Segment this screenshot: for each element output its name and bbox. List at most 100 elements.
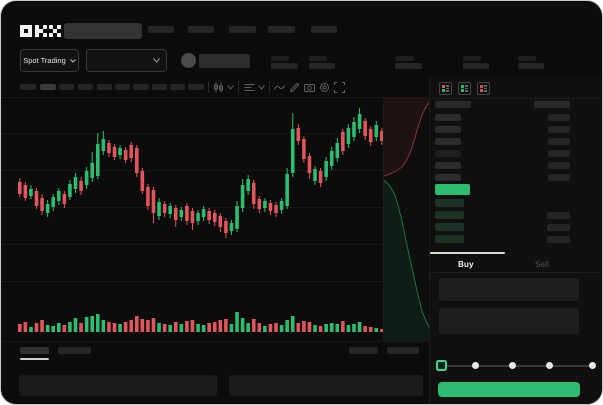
timeframe-button[interactable] bbox=[188, 84, 204, 90]
ask-price-placeholder[interactable] bbox=[435, 162, 461, 169]
ask-price-placeholder[interactable] bbox=[435, 174, 461, 181]
depth-svg bbox=[384, 97, 430, 341]
bottom-panel-left bbox=[19, 375, 217, 396]
gridline bbox=[1, 244, 383, 245]
slider-stop[interactable] bbox=[509, 362, 516, 369]
ticker-stat-label bbox=[463, 56, 481, 61]
bid-amount-placeholder bbox=[547, 236, 570, 243]
timeframe-button[interactable] bbox=[20, 84, 36, 90]
slider-stop[interactable] bbox=[472, 362, 479, 369]
gridline bbox=[1, 281, 383, 282]
orderbook-col-header-amount bbox=[534, 101, 570, 108]
amount-input[interactable] bbox=[439, 308, 579, 334]
timeframe-button[interactable] bbox=[59, 84, 74, 90]
toolbar-divider bbox=[208, 81, 209, 93]
depth-bids-line bbox=[384, 179, 430, 330]
bottom-section bbox=[1, 341, 429, 404]
chevron-down-icon[interactable] bbox=[227, 85, 234, 90]
nav-item[interactable] bbox=[229, 26, 256, 33]
ticker-stat-value bbox=[271, 63, 298, 69]
bid-price-placeholder[interactable] bbox=[435, 223, 464, 231]
tab-sell[interactable]: Sell bbox=[535, 260, 550, 269]
timeframe-button-active[interactable] bbox=[40, 84, 56, 90]
ask-amount-placeholder bbox=[548, 126, 570, 133]
ask-amount-placeholder bbox=[548, 162, 570, 169]
depth-asks-line bbox=[384, 100, 430, 177]
draw-icon[interactable] bbox=[289, 82, 300, 93]
buy-button[interactable] bbox=[438, 382, 580, 397]
search-input[interactable] bbox=[64, 23, 142, 39]
market-type-label: Spot Trading bbox=[23, 56, 66, 65]
slider-handle[interactable] bbox=[436, 360, 447, 371]
chevron-down-icon bbox=[153, 58, 160, 63]
timeframe-button[interactable] bbox=[152, 84, 167, 90]
book-bids-icon[interactable] bbox=[458, 82, 471, 95]
bottom-tab[interactable] bbox=[58, 347, 91, 354]
depth-asks-fill bbox=[384, 97, 430, 176]
bottom-panel-right bbox=[229, 375, 423, 396]
tab-buy[interactable]: Buy bbox=[458, 260, 474, 269]
ticker-stat-value bbox=[395, 63, 422, 69]
ask-amount-placeholder bbox=[548, 174, 570, 181]
okx-logo bbox=[20, 25, 61, 37]
bottom-action-placeholder[interactable] bbox=[387, 347, 419, 354]
fullscreen-icon[interactable] bbox=[334, 82, 345, 93]
chart-area[interactable] bbox=[1, 98, 383, 339]
line-tool-icon[interactable] bbox=[274, 84, 285, 91]
gridline bbox=[1, 133, 383, 134]
logo-text: OKX bbox=[1, 1, 2, 2]
market-type-selector[interactable]: Spot Trading bbox=[20, 49, 79, 72]
timeframe-button[interactable] bbox=[78, 84, 93, 90]
right-panel: Buy Sell bbox=[429, 77, 602, 404]
orderbook-col-header-price bbox=[435, 101, 471, 108]
ask-price-placeholder[interactable] bbox=[435, 114, 461, 121]
slider-track[interactable] bbox=[439, 365, 593, 367]
pair-selector-dropdown[interactable] bbox=[86, 49, 167, 72]
toolbar-divider bbox=[238, 81, 239, 93]
book-asks-icon[interactable] bbox=[477, 82, 490, 95]
nav-item[interactable] bbox=[268, 26, 295, 33]
bid-price-placeholder[interactable] bbox=[435, 199, 464, 207]
instrument-bar: Spot Trading bbox=[1, 46, 602, 77]
chevron-down-icon[interactable] bbox=[258, 85, 265, 90]
nav-item[interactable] bbox=[188, 26, 214, 33]
ask-amount-placeholder bbox=[548, 114, 570, 121]
nav-item[interactable] bbox=[148, 26, 174, 33]
bid-price-placeholder[interactable] bbox=[435, 235, 464, 243]
bottom-tab-active[interactable] bbox=[20, 347, 49, 354]
gridline bbox=[1, 170, 383, 171]
ask-price-placeholder[interactable] bbox=[435, 138, 461, 145]
bottom-action-placeholder[interactable] bbox=[349, 347, 378, 354]
timeframe-button[interactable] bbox=[133, 84, 149, 90]
slider-stop[interactable] bbox=[546, 362, 553, 369]
ticker-stat-value bbox=[463, 63, 489, 69]
price-input[interactable] bbox=[439, 278, 579, 301]
gridline bbox=[1, 207, 383, 208]
book-combined-icon[interactable] bbox=[439, 82, 452, 95]
depth-chart[interactable] bbox=[383, 97, 430, 341]
candle-type-icon[interactable] bbox=[213, 82, 224, 93]
ask-amount-placeholder bbox=[548, 138, 570, 145]
last-price-badge[interactable] bbox=[435, 184, 470, 195]
toolbar-divider bbox=[269, 81, 270, 93]
bid-price-placeholder[interactable] bbox=[435, 211, 464, 219]
timeframe-button[interactable] bbox=[170, 84, 185, 90]
volume-svg bbox=[18, 312, 383, 332]
slider-stop[interactable] bbox=[589, 362, 596, 369]
bottom-tab-underline bbox=[20, 358, 49, 360]
timeframe-button[interactable] bbox=[115, 84, 130, 90]
indicator-icon[interactable] bbox=[244, 82, 255, 93]
settings-icon[interactable] bbox=[319, 82, 330, 93]
buy-tab-indicator bbox=[430, 252, 505, 254]
amount-slider[interactable] bbox=[436, 359, 596, 373]
nav-item[interactable] bbox=[311, 26, 337, 33]
candlestick-svg bbox=[18, 108, 383, 238]
ask-price-placeholder[interactable] bbox=[435, 150, 461, 157]
coin-icon bbox=[181, 53, 196, 68]
camera-icon[interactable] bbox=[304, 82, 315, 93]
orderbook-divider bbox=[430, 98, 602, 99]
timeframe-button[interactable] bbox=[97, 84, 112, 90]
chevron-down-icon bbox=[69, 58, 76, 63]
ask-price-placeholder[interactable] bbox=[435, 126, 461, 133]
